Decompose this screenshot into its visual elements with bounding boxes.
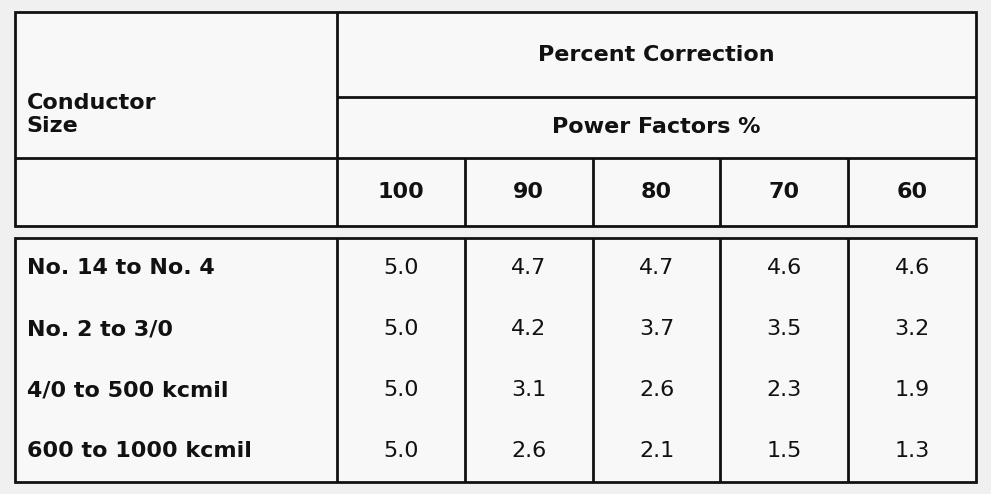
Text: 3.2: 3.2 xyxy=(895,319,930,339)
Text: 600 to 1000 kcmil: 600 to 1000 kcmil xyxy=(27,441,252,461)
Text: 80: 80 xyxy=(641,182,672,202)
Text: 2.6: 2.6 xyxy=(511,441,546,461)
Polygon shape xyxy=(15,12,976,226)
Text: 4.7: 4.7 xyxy=(511,258,546,278)
Text: 90: 90 xyxy=(513,182,544,202)
Text: 1.9: 1.9 xyxy=(895,380,930,400)
Text: 70: 70 xyxy=(769,182,800,202)
Polygon shape xyxy=(15,238,976,482)
Text: 60: 60 xyxy=(897,182,928,202)
Text: 3.7: 3.7 xyxy=(639,319,674,339)
Text: 4.6: 4.6 xyxy=(895,258,930,278)
Text: 4.2: 4.2 xyxy=(511,319,546,339)
Text: 2.1: 2.1 xyxy=(639,441,674,461)
Text: 2.3: 2.3 xyxy=(767,380,802,400)
Text: 5.0: 5.0 xyxy=(384,258,418,278)
Text: 100: 100 xyxy=(378,182,424,202)
Text: 4.6: 4.6 xyxy=(767,258,802,278)
Text: 2.6: 2.6 xyxy=(639,380,674,400)
Text: 5.0: 5.0 xyxy=(384,319,418,339)
Text: Power Factors %: Power Factors % xyxy=(552,117,761,137)
Text: 3.1: 3.1 xyxy=(511,380,546,400)
Text: 4.7: 4.7 xyxy=(639,258,674,278)
Text: 4/0 to 500 kcmil: 4/0 to 500 kcmil xyxy=(27,380,228,400)
Text: No. 14 to No. 4: No. 14 to No. 4 xyxy=(27,258,214,278)
Text: 1.3: 1.3 xyxy=(895,441,930,461)
Text: No. 2 to 3/0: No. 2 to 3/0 xyxy=(27,319,172,339)
Text: 5.0: 5.0 xyxy=(384,441,418,461)
Text: Percent Correction: Percent Correction xyxy=(538,44,775,65)
Text: 3.5: 3.5 xyxy=(767,319,802,339)
Text: Conductor
Size: Conductor Size xyxy=(27,92,157,136)
Text: 5.0: 5.0 xyxy=(384,380,418,400)
Text: 1.5: 1.5 xyxy=(767,441,802,461)
